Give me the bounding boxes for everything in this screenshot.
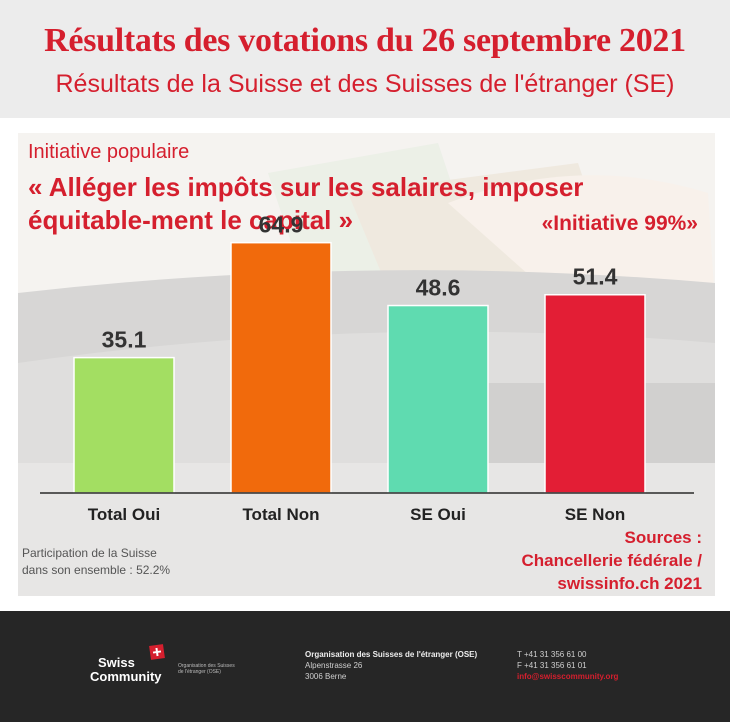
initiative-alias: «Initiative 99%» — [541, 212, 698, 235]
initiative-title: « Alléger les impôts sur les salaires, i… — [28, 172, 584, 235]
bar-3 — [387, 304, 489, 494]
category-label-4: SE Non — [565, 505, 625, 524]
logo-org-text: Organisation des Suisses de l'étranger (… — [178, 663, 258, 675]
footer-org-name: Organisation des Suisses de l'étranger (… — [305, 650, 478, 659]
participation-line-1: Participation de la Suisse — [22, 546, 157, 560]
category-label-1: Total Oui — [88, 505, 160, 524]
logo-org-line-2: de l'étranger (OSE) — [178, 669, 221, 675]
bar-value-label-1: 35.1 — [102, 327, 147, 353]
footer-contact: T +41 31 356 61 00 F +41 31 356 61 01 in… — [517, 649, 618, 682]
bar-value-label-3: 48.6 — [416, 275, 461, 301]
logo-word-community: Community — [90, 669, 162, 684]
footer-fax: F +41 31 356 61 01 — [517, 661, 587, 670]
bar-value-label-4: 51.4 — [573, 264, 618, 290]
participation-note: Participation de la Suisse dans son ense… — [22, 545, 170, 579]
footer-street: Alpenstrasse 26 — [305, 661, 363, 670]
bar-value-label-2: 64.9 — [259, 212, 304, 238]
page-title: Résultats des votations du 26 septembre … — [44, 22, 686, 59]
swiss-cross-icon — [149, 644, 165, 660]
logo-org-line-1: Organisation des Suisses — [178, 663, 235, 669]
sources-line-3: swissinfo.ch 2021 — [557, 574, 702, 593]
initiative-type-label: Initiative populaire — [28, 141, 190, 163]
footer-email-link[interactable]: info@swisscommunity.org — [517, 672, 619, 681]
sources-line-2: Chancellerie fédérale / — [521, 551, 702, 570]
page-subtitle: Résultats de la Suisse et des Suisses de… — [55, 70, 675, 98]
category-label-3: SE Oui — [410, 505, 466, 524]
footer-address: Organisation des Suisses de l'étranger (… — [305, 649, 477, 682]
header-band: Résultats des votations du 26 septembre … — [0, 0, 730, 118]
sources-heading: Sources : — [624, 528, 702, 547]
swisscommunity-logo[interactable]: Swiss Community Organisation des Suisses… — [90, 644, 240, 695]
category-label-2: Total Non — [242, 505, 319, 524]
logo-word-swiss: Swiss — [98, 655, 135, 670]
bar-2 — [230, 241, 332, 494]
footer: Swiss Community Organisation des Suisses… — [0, 611, 730, 722]
footer-phone: T +41 31 356 61 00 — [517, 650, 587, 659]
results-bar-chart: 35.1 Total Oui 64.9 Total Non 48.6 SE Oui 51.4… — [40, 212, 694, 524]
footer-city: 3006 Berne — [305, 672, 347, 681]
participation-line-2: dans son ensemble : 52.2% — [22, 563, 171, 577]
bar-4 — [544, 293, 646, 494]
bar-1 — [73, 356, 175, 494]
sources-note: Sources : Chancellerie fédérale / swissi… — [522, 526, 702, 595]
